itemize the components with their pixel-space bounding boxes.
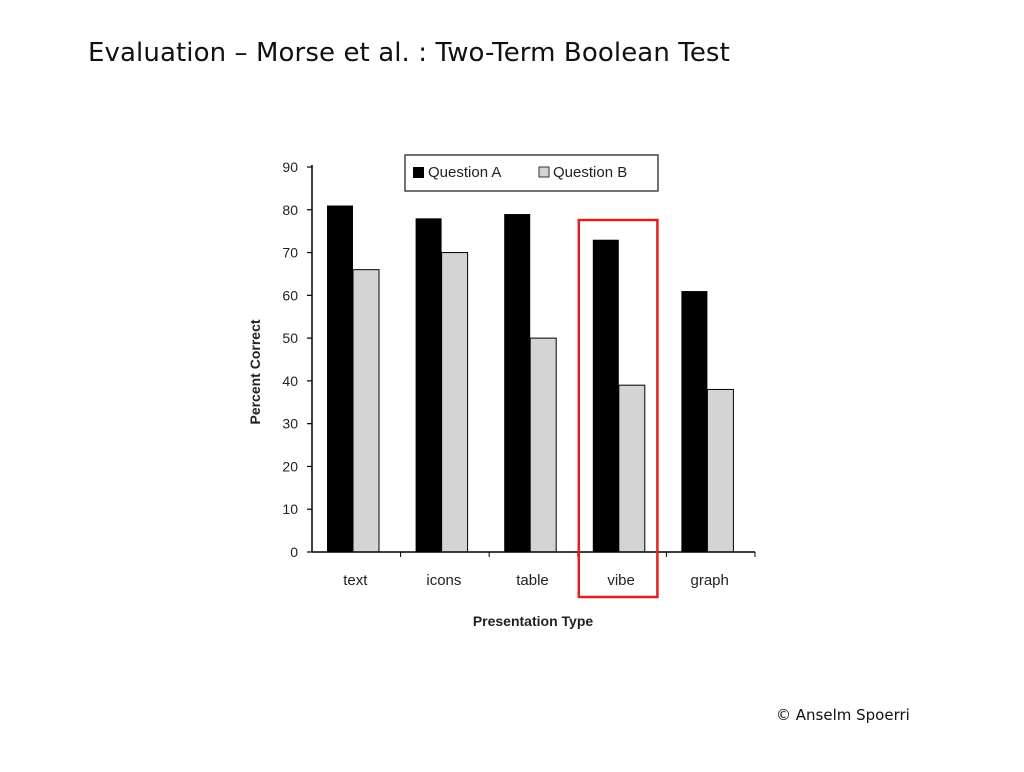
x-axis: text icons table vibe graph [312,551,756,589]
y-tick-label: 0 [290,544,298,560]
y-tick-label: 10 [282,501,298,517]
bar-question-a-text [327,205,353,552]
x-tick-label: vibe [607,572,635,589]
legend-box [404,154,659,192]
bar-question-a-icons [415,218,442,553]
y-tick-label: 50 [282,330,298,346]
x-tick-label: table [516,572,549,589]
bar-question-b-text [352,269,380,553]
legend-swatch-question-a [413,167,424,178]
y-tick-label: 60 [282,287,298,303]
x-axis-title: Presentation Type [473,613,594,629]
legend: Question A Question B [404,154,659,192]
axis-titles: Presentation Type Percent Correct [247,319,593,629]
bars [327,205,734,553]
y-axis: 0 10 20 30 40 50 60 70 80 90 [282,159,313,560]
bar-question-b-table [529,337,557,553]
y-tick-label: 20 [282,458,298,474]
y-axis-title: Percent Correct [247,319,263,424]
y-tick-label: 40 [282,373,298,389]
y-tick-label: 90 [282,159,298,175]
bar-question-b-graph [706,388,734,553]
legend-label-question-b: Question B [553,164,627,181]
slide-title: Evaluation – Morse et al. : Two-Term Boo… [88,38,730,68]
y-tick-label: 70 [282,245,298,261]
highlight-box-vibe [577,218,659,599]
highlight [577,218,659,599]
bar-question-b-icons [441,252,469,553]
copyright-text: © Anselm Spoerri [776,706,910,724]
bar-question-a-table [504,214,531,553]
y-tick-label: 30 [282,416,298,432]
legend-swatch-question-b [538,166,550,178]
y-tick-label: 80 [282,202,298,218]
legend-label-question-a: Question A [428,164,501,181]
bar-question-a-vibe [592,239,619,552]
x-tick-label: text [343,572,368,589]
x-tick-label: graph [691,572,729,589]
bar-question-a-graph [681,291,708,552]
bar-question-b-vibe [618,384,646,553]
x-tick-label: icons [426,572,461,589]
